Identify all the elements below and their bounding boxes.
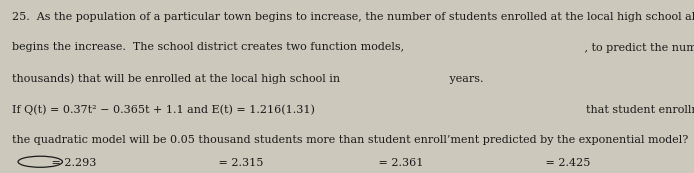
Text: , to predict the number of students (in: , to predict the number of students (in <box>581 42 694 53</box>
Text: = 2.293: = 2.293 <box>49 158 96 169</box>
Text: that student enrollment predicted by: that student enrollment predicted by <box>579 105 694 115</box>
Text: thousands) that will be enrolled at the local high school in: thousands) that will be enrolled at the … <box>12 74 344 84</box>
Text: = 2.315: = 2.315 <box>215 158 263 169</box>
Text: 25.  As the population of a particular town begins to increase, the number of st: 25. As the population of a particular to… <box>12 12 694 22</box>
Text: If Q(t) = 0.37t² − 0.365t + 1.1 and E(t) = 1.216(1.31): If Q(t) = 0.37t² − 0.365t + 1.1 and E(t)… <box>12 105 315 115</box>
Text: = 2.361: = 2.361 <box>375 158 423 169</box>
Text: years.: years. <box>446 74 484 84</box>
Text: = 2.425: = 2.425 <box>542 158 591 169</box>
Text: begins the increase.  The school district creates two function models,: begins the increase. The school district… <box>12 42 408 52</box>
Text: the quadratic model will be 0.05 thousand students more than student enroll’ment: the quadratic model will be 0.05 thousan… <box>12 135 688 145</box>
